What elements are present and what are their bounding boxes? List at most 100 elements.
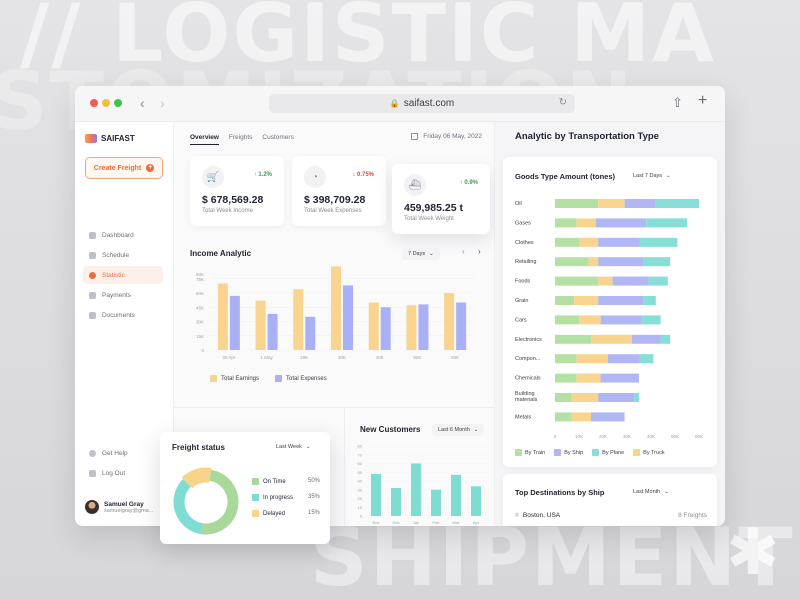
x-tick-label: 60K bbox=[451, 355, 459, 360]
forward-icon[interactable]: › bbox=[160, 95, 165, 111]
create-freight-button[interactable]: Create Freight + bbox=[85, 157, 163, 179]
kpi-card-expenses[interactable]: ◔ ↓ 0.75% $ 398,709.28 Total Week Expens… bbox=[292, 156, 386, 226]
dropdown-value: Last Month bbox=[633, 489, 661, 495]
asterisk-icon: ✱ bbox=[726, 516, 780, 588]
donut-slice-in-progress bbox=[173, 479, 204, 535]
x-tick-label: 10K bbox=[575, 434, 583, 439]
earnings-bar bbox=[406, 305, 417, 350]
chevron-right-icon[interactable]: › bbox=[478, 247, 481, 256]
dropdown-value: 7 Days bbox=[408, 251, 426, 257]
legend-label: By Plane bbox=[602, 449, 625, 456]
expenses-bar bbox=[267, 313, 278, 350]
kpi-card-weight[interactable]: ⛴ ↑ 0.9% 459,985.25 t Total Week Weight bbox=[392, 164, 490, 234]
category-label: Oil bbox=[515, 201, 522, 207]
create-freight-label: Create Freight bbox=[93, 164, 142, 172]
maximize-window-button[interactable] bbox=[114, 99, 122, 107]
category-label: Grain bbox=[515, 298, 528, 304]
reload-icon[interactable]: ↻ bbox=[558, 97, 567, 108]
freight-status-title: Freight status bbox=[172, 443, 225, 452]
sidebar: SAIFAST Create Freight + Dashboard Sched… bbox=[75, 122, 173, 526]
donut-slice-on-time bbox=[200, 469, 239, 535]
truck-segment bbox=[579, 237, 599, 247]
sidebar-item-schedule[interactable]: Schedule bbox=[83, 246, 163, 264]
x-tick-label: 20K bbox=[300, 355, 308, 360]
chevron-left-icon[interactable]: ‹ bbox=[462, 247, 465, 256]
train-segment bbox=[555, 218, 577, 228]
close-window-button[interactable] bbox=[90, 99, 98, 107]
back-icon[interactable]: ‹ bbox=[140, 95, 145, 111]
x-tick-label: 30K bbox=[338, 355, 346, 360]
logo-text: SAIFAST bbox=[101, 134, 135, 143]
logo[interactable]: SAIFAST bbox=[85, 134, 135, 143]
freight-range-dropdown[interactable]: Last Week ⌄ bbox=[270, 441, 317, 453]
right-panel-title: Analytic by Transportation Type bbox=[515, 131, 659, 142]
plane-segment bbox=[639, 237, 678, 247]
x-tick-label: Apr bbox=[473, 520, 480, 525]
destination-city: ⌾ Boston, USA bbox=[515, 512, 560, 520]
truck-segment bbox=[576, 373, 601, 383]
calendar-icon bbox=[89, 251, 96, 259]
x-tick-label: Jan bbox=[413, 520, 419, 525]
kpi-card-income[interactable]: 🛒 ↑ 1.2% $ 678,569.28 Total Week Income bbox=[190, 156, 284, 226]
ship-segment bbox=[598, 393, 635, 402]
sidebar-item-payments[interactable]: Payments bbox=[83, 286, 163, 304]
train-segment bbox=[555, 257, 589, 267]
grid-icon bbox=[89, 231, 96, 239]
sidebar-item-get-help[interactable]: Get Help bbox=[83, 444, 163, 462]
legend-label: By Ship bbox=[564, 449, 584, 456]
train-segment bbox=[555, 373, 577, 383]
legend-item-plane: By Plane bbox=[592, 449, 624, 456]
minimize-window-button[interactable] bbox=[102, 99, 110, 107]
y-tick-label: 50 bbox=[358, 470, 363, 475]
y-tick-label: 0 bbox=[201, 348, 204, 353]
share-icon[interactable]: ⇧ bbox=[672, 95, 683, 110]
divider bbox=[174, 407, 496, 408]
tab-overview[interactable]: Overview bbox=[190, 134, 219, 145]
goods-type-card: Goods Type Amount (tones) Last 7 Days ⌄ … bbox=[503, 157, 717, 467]
sidebar-item-label: Payments bbox=[102, 291, 131, 299]
truck-segment bbox=[591, 334, 632, 344]
sidebar-item-label: Statistic bbox=[102, 271, 125, 279]
freight-status-label: On Time bbox=[263, 479, 286, 486]
ship-segment bbox=[591, 412, 625, 422]
y-tick-label: 20 bbox=[358, 496, 363, 501]
expenses-bar bbox=[229, 295, 240, 350]
income-range-dropdown[interactable]: 7 Days ⌄ bbox=[402, 248, 440, 260]
destinations-range-dropdown[interactable]: Last Month ⌄ bbox=[627, 486, 675, 498]
y-tick-label: 75K bbox=[196, 277, 204, 282]
customers-bar bbox=[371, 474, 381, 516]
x-tick-label: Nov bbox=[372, 520, 379, 525]
legend-item-expenses: Total Expenses bbox=[275, 375, 327, 382]
sidebar-item-label: Dashboard bbox=[102, 231, 134, 239]
plane-segment bbox=[643, 296, 656, 305]
train-segment bbox=[555, 393, 572, 402]
legend-label: Total Expenses bbox=[286, 376, 327, 383]
train-segment bbox=[555, 237, 579, 247]
sidebar-item-statistic[interactable]: Statistic bbox=[83, 266, 163, 284]
legend-item-train: By Train bbox=[515, 449, 545, 456]
goods-type-title: Goods Type Amount (tones) bbox=[515, 172, 615, 181]
freight-status-value: 35% bbox=[307, 494, 320, 501]
avatar bbox=[85, 500, 99, 514]
new-tab-icon[interactable]: + bbox=[698, 92, 708, 109]
ship-segment bbox=[607, 354, 639, 364]
tab-freights[interactable]: Freights bbox=[228, 134, 253, 141]
tab-customers[interactable]: Customers bbox=[262, 134, 294, 141]
user-profile[interactable]: Samuel Gray samuelgray@gma... bbox=[85, 500, 153, 514]
sidebar-item-log-out[interactable]: Log Out bbox=[83, 464, 163, 482]
destination-row[interactable]: ⌾ Boston, USA 8 Freights bbox=[515, 512, 707, 520]
goods-stacked-bar-chart: Oil Gases Clothes Retailing Foods Grain Cars El… bbox=[515, 199, 703, 439]
plane-segment bbox=[643, 257, 671, 267]
truck-segment bbox=[571, 393, 599, 402]
freight-status-legend: On Time 50% In progress 35% Delayed 15% bbox=[252, 478, 320, 517]
address-bar[interactable]: 🔒 saifast.com ↻ bbox=[269, 94, 575, 113]
sidebar-item-dashboard[interactable]: Dashboard bbox=[83, 226, 163, 244]
sidebar-item-documents[interactable]: Documents bbox=[83, 306, 163, 324]
goods-range-dropdown[interactable]: Last 7 Days ⌄ bbox=[627, 170, 677, 182]
customers-range-dropdown[interactable]: Last 6 Month ⌄ bbox=[432, 424, 485, 436]
earnings-bar bbox=[293, 289, 304, 350]
train-segment bbox=[555, 315, 579, 325]
plane-segment bbox=[660, 334, 671, 344]
y-tick-label: 10 bbox=[358, 505, 363, 510]
